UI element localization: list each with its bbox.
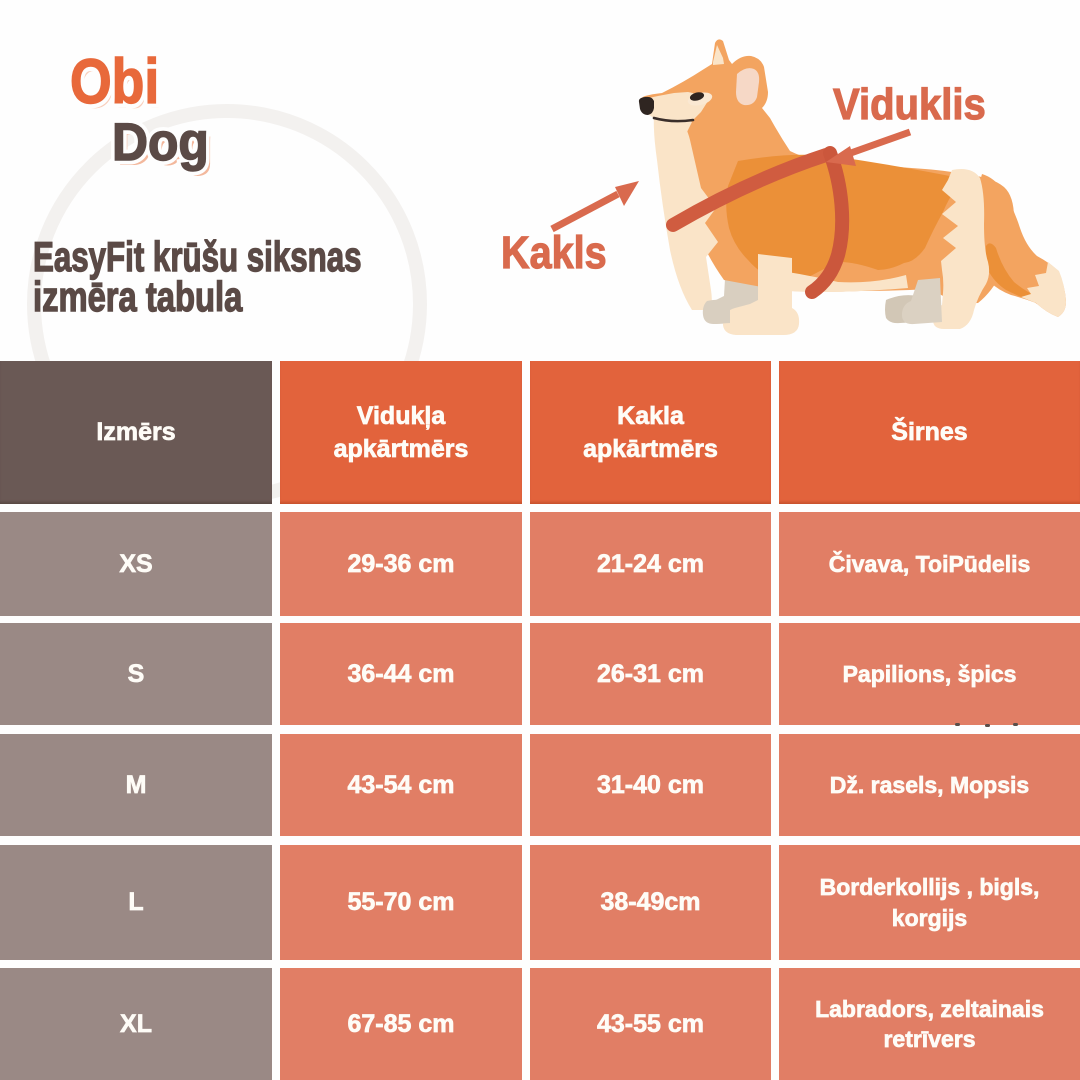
svg-text:Dog: Dog bbox=[112, 112, 209, 172]
svg-text:Obi: Obi bbox=[70, 47, 159, 117]
svg-text:Viduklis: Viduklis bbox=[833, 79, 986, 128]
svg-text:Obi: Obi bbox=[70, 47, 159, 117]
svg-text:izmēra tabula: izmēra tabula bbox=[33, 273, 243, 320]
svg-text:Dog: Dog bbox=[117, 117, 214, 177]
svg-text:Kakls: Kakls bbox=[501, 228, 607, 278]
svg-text:Dog: Dog bbox=[112, 112, 209, 172]
svg-text:EasyFit krūšu siksnas: EasyFit krūšu siksnas bbox=[33, 232, 362, 280]
svg-text:Obi: Obi bbox=[73, 52, 162, 122]
